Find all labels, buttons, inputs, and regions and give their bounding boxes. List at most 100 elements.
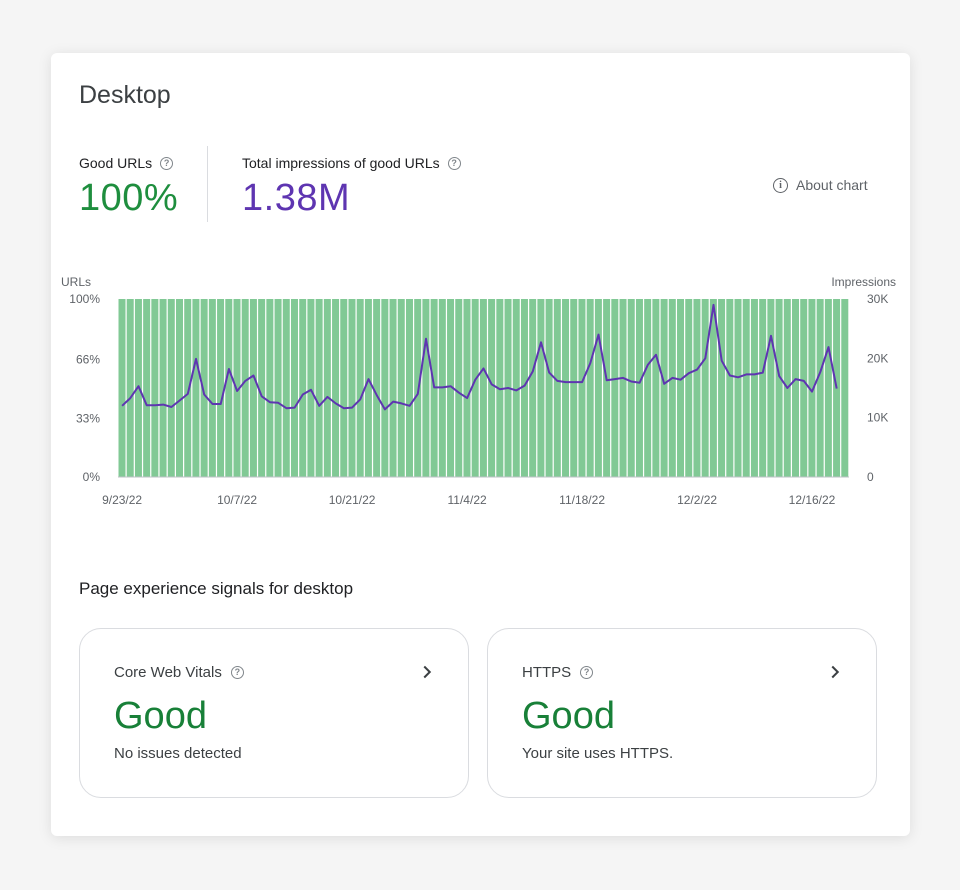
left-axis-label: URLs xyxy=(61,275,91,289)
url-bar xyxy=(537,299,545,477)
right-axis-label: Impressions xyxy=(831,275,896,289)
url-bar xyxy=(455,299,463,477)
url-bar xyxy=(340,299,348,477)
good-urls-value: 100% xyxy=(79,177,179,219)
url-bar xyxy=(348,299,356,477)
url-bar xyxy=(471,299,479,477)
impressions-value: 1.38M xyxy=(242,177,351,219)
y-tick-label-left: 33% xyxy=(76,411,100,425)
info-icon: i xyxy=(773,177,788,193)
url-bar xyxy=(274,299,282,477)
url-bar xyxy=(192,299,200,477)
about-chart-link[interactable]: i About chart xyxy=(773,177,868,193)
url-bar xyxy=(225,299,233,477)
url-bar xyxy=(307,299,315,477)
url-bar xyxy=(422,299,430,477)
help-icon[interactable]: ? xyxy=(230,666,244,679)
url-bar xyxy=(405,299,413,477)
url-bar xyxy=(685,299,693,477)
url-bar xyxy=(726,299,734,477)
tile-subtitle: No issues detected xyxy=(114,745,242,762)
url-bar xyxy=(200,299,208,477)
url-bar xyxy=(668,299,676,477)
url-bar xyxy=(759,299,767,477)
url-bar xyxy=(299,299,307,477)
url-bar xyxy=(389,299,397,477)
url-bar xyxy=(208,299,216,477)
y-tick-label-right: 10K xyxy=(867,411,888,425)
url-bar xyxy=(167,299,175,477)
url-bar xyxy=(323,299,331,477)
help-icon[interactable]: ? xyxy=(580,666,594,679)
url-bar xyxy=(290,299,298,477)
chevron-right-icon xyxy=(831,665,840,679)
impressions-label: Total impressions of good URLs xyxy=(242,155,440,171)
url-bar xyxy=(159,299,167,477)
url-bar xyxy=(258,299,266,477)
help-icon[interactable]: ? xyxy=(160,156,174,170)
url-bar xyxy=(627,299,635,477)
url-bar xyxy=(677,299,685,477)
url-bar xyxy=(184,299,192,477)
url-bar xyxy=(808,299,816,477)
url-bar xyxy=(126,299,134,477)
desktop-report-card: Desktop Good URLs ? 100% Total impressio… xyxy=(51,53,910,836)
url-bar xyxy=(701,299,709,477)
good-urls-label: Good URLs xyxy=(79,155,153,171)
url-bar xyxy=(249,299,257,477)
impressions-metric: Total impressions of good URLs ? 1.38M xyxy=(242,155,461,220)
good-urls-metric: Good URLs ? 100% xyxy=(79,155,178,220)
url-bar xyxy=(282,299,290,477)
url-bar xyxy=(479,299,487,477)
url-bar xyxy=(800,299,808,477)
x-tick-label: 9/23/22 xyxy=(102,493,142,507)
url-bar xyxy=(611,299,619,477)
x-tick-label: 11/4/22 xyxy=(448,493,487,507)
url-bar xyxy=(520,299,528,477)
tile-status-value: Good xyxy=(114,695,207,737)
help-icon[interactable]: ? xyxy=(447,156,461,170)
chevron-right-icon xyxy=(423,665,432,679)
url-bar xyxy=(332,299,340,477)
url-bar xyxy=(356,299,364,477)
url-bar xyxy=(397,299,405,477)
y-tick-label-left: 66% xyxy=(76,353,100,367)
https-tile[interactable]: HTTPS ? Good Your site uses HTTPS. xyxy=(487,628,877,798)
url-bar xyxy=(447,299,455,477)
tile-label: HTTPS xyxy=(522,664,572,681)
url-bar xyxy=(775,299,783,477)
x-tick-label: 12/16/22 xyxy=(789,493,836,507)
url-bar xyxy=(644,299,652,477)
page-title: Desktop xyxy=(79,81,171,109)
url-bar xyxy=(660,299,668,477)
url-bar xyxy=(742,299,750,477)
core-web-vitals-tile[interactable]: Core Web Vitals ? Good No issues detecte… xyxy=(79,628,469,798)
y-tick-label-left: 0% xyxy=(83,470,101,484)
url-bar xyxy=(512,299,520,477)
url-bar xyxy=(545,299,553,477)
y-tick-label-right: 20K xyxy=(867,351,888,365)
url-bar xyxy=(718,299,726,477)
url-bar xyxy=(175,299,183,477)
x-tick-label: 10/7/22 xyxy=(217,493,257,507)
url-bar xyxy=(143,299,151,477)
tile-label: Core Web Vitals xyxy=(114,664,222,681)
url-bar xyxy=(463,299,471,477)
url-bar xyxy=(570,299,578,477)
url-bar xyxy=(734,299,742,477)
url-bar xyxy=(529,299,537,477)
impressions-line xyxy=(121,303,838,411)
url-bar xyxy=(816,299,824,477)
url-bar xyxy=(553,299,561,477)
url-bar xyxy=(241,299,249,477)
x-tick-label: 11/18/22 xyxy=(559,493,605,507)
urls-impressions-chart: URLs Impressions 100% 66% 33% 0% 30K 20K 10K 0 9/2… xyxy=(61,275,896,507)
url-bar xyxy=(635,299,643,477)
url-bar xyxy=(217,299,225,477)
url-bar xyxy=(315,299,323,477)
url-bar xyxy=(767,299,775,477)
url-bar xyxy=(488,299,496,477)
url-bar xyxy=(709,299,717,477)
x-tick-label: 12/2/22 xyxy=(677,493,717,507)
url-bar xyxy=(824,299,832,477)
